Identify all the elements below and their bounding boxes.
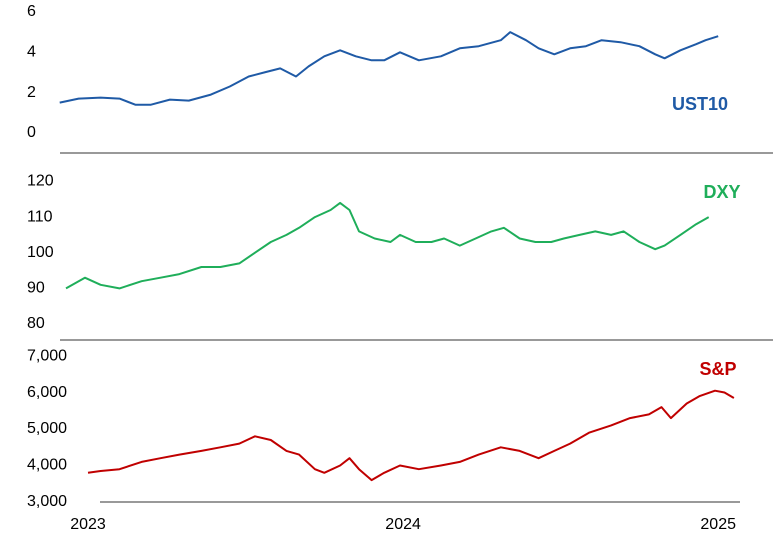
y-tick-label: 3,000	[27, 493, 67, 510]
x-tick-label: 2023	[70, 516, 106, 533]
y-tick-label: 6,000	[27, 384, 67, 401]
y-tick-label: 2	[27, 84, 36, 101]
x-tick-label: 2025	[700, 516, 736, 533]
y-tick-label: 90	[27, 280, 45, 297]
y-tick-label: 4	[27, 44, 36, 61]
y-tick-label: 100	[27, 244, 54, 261]
y-tick-label: 6	[27, 3, 36, 20]
series-label: DXY	[703, 182, 740, 202]
y-tick-label: 120	[27, 173, 54, 190]
series-line	[87, 389, 735, 482]
y-tick-label: 110	[27, 208, 53, 225]
y-tick-label: 7,000	[27, 347, 67, 364]
y-tick-label: 80	[27, 315, 45, 332]
y-tick-label: 4,000	[27, 457, 67, 474]
x-tick-label: 2024	[385, 516, 421, 533]
series-line	[59, 31, 719, 106]
y-tick-label: 0	[27, 124, 36, 141]
series-label: UST10	[672, 94, 728, 114]
series-label: S&P	[699, 359, 736, 379]
y-tick-label: 5,000	[27, 420, 67, 437]
series-line	[65, 201, 710, 290]
